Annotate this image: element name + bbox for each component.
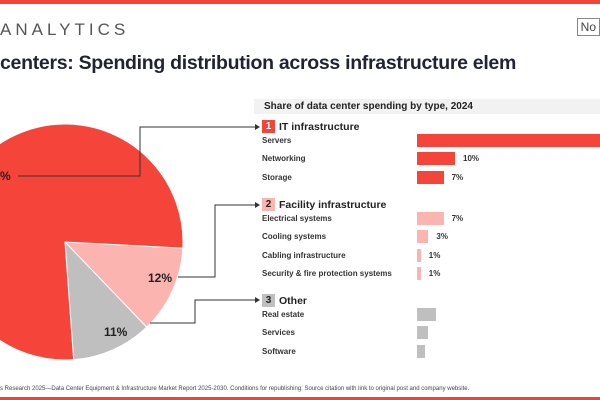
bar-label: Security & fire protection systems [262,268,392,278]
bar [417,152,455,166]
pie-slice [63,241,184,328]
bar-label: Software [262,346,296,356]
group-number: 3 [262,294,275,307]
bar-value: 3% [436,232,448,242]
bottom-accent-bar [0,397,600,400]
group-number: 2 [262,198,275,211]
arrow-icon [255,297,260,303]
bar-value: 10% [463,154,480,164]
bar-label: Services [262,328,295,338]
bar-label: Real estate [262,310,305,319]
bar-value: 1% [428,250,441,260]
bar [417,344,425,358]
bar-value: 7% [451,214,464,223]
bar-label: Storage [262,172,292,182]
connector-line [18,126,255,177]
group-header: 3 Other [262,294,307,307]
connector-line [150,299,255,324]
bar [417,170,444,184]
bar-label: Cabling infrastructure [262,250,346,260]
bar [417,266,421,280]
bar-label: Networking [262,154,306,164]
group-header: 2 Facility infrastructure [262,198,386,211]
group-label: Other [279,294,308,307]
bar-label: Cooling systems [262,232,327,242]
pie-label: 11% [104,325,128,339]
arrow-icon [255,202,260,208]
chart-subtitle: Share of data center spending by type, 2… [254,99,600,114]
badge: No [576,18,600,36]
top-accent-bar [0,0,600,4]
bar [417,308,436,321]
bar-value: 1% [428,268,441,278]
group-header: 1 IT infrastructure [262,120,360,133]
bar-label: Electrical systems [262,214,332,223]
bar-label: Servers [262,136,292,145]
pie-slice [64,240,148,361]
bar [417,134,600,147]
connector-line [178,204,255,278]
bar [417,326,429,340]
arrow-icon [255,124,260,130]
bar [417,212,444,225]
pie-label: % [0,169,11,183]
brand-logo: ANALYTICS [0,20,130,39]
bar [417,230,429,244]
pie-label: 12% [148,271,172,285]
pie-slice [0,123,184,361]
group-label: IT infrastructure [279,120,360,133]
group-number: 1 [262,120,275,133]
bar-value: 7% [451,172,464,182]
page-title: centers: Spending distribution across in… [0,52,517,74]
bar [417,248,421,262]
group-label: Facility infrastructure [279,198,387,211]
source-footer: s Research 2025—Data Center Equipment & … [0,386,470,392]
